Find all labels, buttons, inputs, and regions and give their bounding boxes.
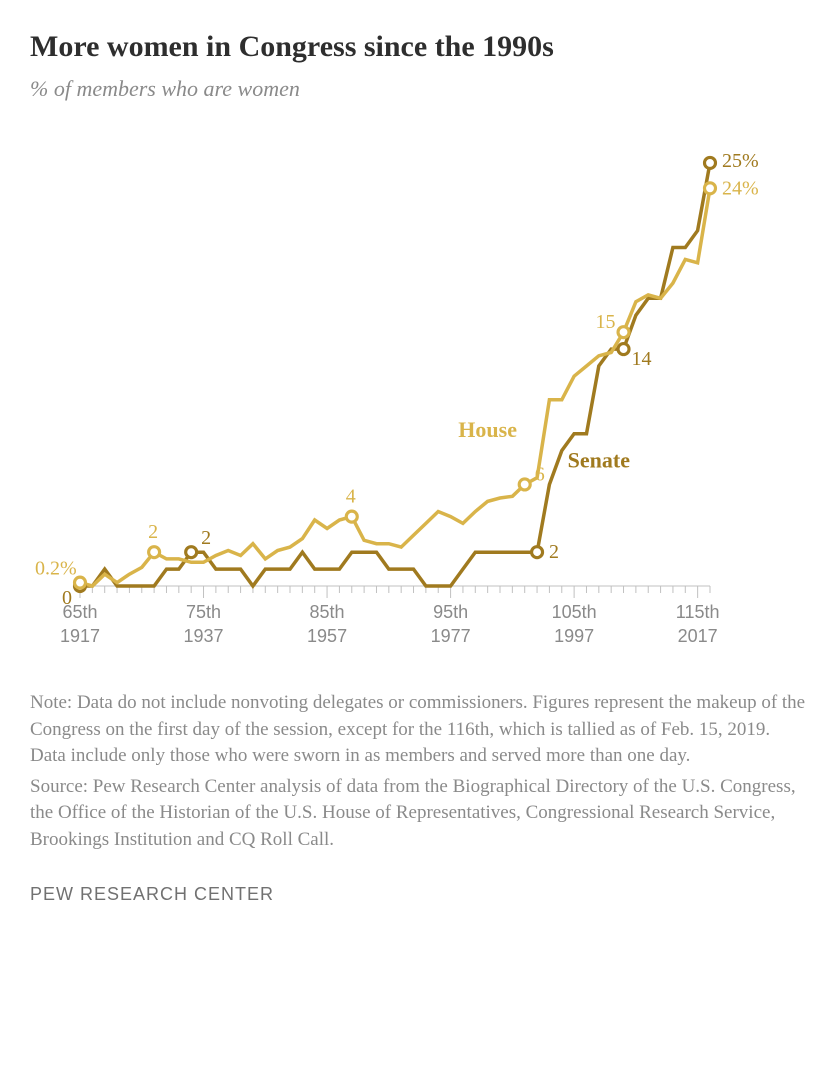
svg-text:1937: 1937 bbox=[184, 626, 224, 646]
data-label: 0.2% bbox=[35, 558, 77, 580]
chart-container: More women in Congress since the 1990s %… bbox=[0, 0, 840, 925]
data-marker bbox=[519, 479, 530, 490]
chart-subtitle: % of members who are women bbox=[30, 76, 810, 102]
svg-text:75th: 75th bbox=[186, 602, 221, 622]
data-label: 25% bbox=[722, 150, 759, 172]
svg-text:1997: 1997 bbox=[554, 626, 594, 646]
data-marker bbox=[705, 157, 716, 168]
data-marker bbox=[532, 547, 543, 558]
data-label: 2 bbox=[148, 521, 158, 543]
series-label-senate: Senate bbox=[568, 448, 631, 473]
data-label: 24% bbox=[722, 177, 759, 199]
data-marker bbox=[705, 183, 716, 194]
data-label: 6 bbox=[535, 463, 545, 485]
series-label-house: House bbox=[458, 417, 517, 442]
data-marker bbox=[346, 511, 357, 522]
svg-text:1957: 1957 bbox=[307, 626, 347, 646]
data-marker bbox=[186, 547, 197, 558]
data-marker bbox=[618, 344, 629, 355]
svg-text:105th: 105th bbox=[552, 602, 597, 622]
data-label: 14 bbox=[632, 348, 652, 370]
chart-note: Note: Data do not include nonvoting dele… bbox=[30, 690, 810, 770]
svg-text:2017: 2017 bbox=[678, 626, 718, 646]
chart-title: More women in Congress since the 1990s bbox=[30, 30, 810, 64]
data-label: 15 bbox=[596, 311, 616, 333]
data-label: 4 bbox=[346, 486, 356, 508]
series-line-house bbox=[80, 188, 710, 586]
data-label: 2 bbox=[201, 527, 211, 549]
chart-plot-area: 65th191775th193785th195795th1977105th199… bbox=[30, 126, 810, 666]
chart-footer: PEW RESEARCH CENTER bbox=[30, 884, 810, 905]
data-marker bbox=[149, 547, 160, 558]
data-label: 0 bbox=[62, 587, 72, 609]
svg-text:85th: 85th bbox=[310, 602, 345, 622]
data-label: 2 bbox=[549, 541, 559, 563]
svg-text:115th: 115th bbox=[676, 602, 720, 622]
chart-source: Source: Pew Research Center analysis of … bbox=[30, 774, 810, 854]
svg-text:1917: 1917 bbox=[60, 626, 100, 646]
svg-text:1977: 1977 bbox=[431, 626, 471, 646]
series-line-senate bbox=[80, 163, 710, 586]
data-marker bbox=[618, 327, 629, 338]
svg-text:95th: 95th bbox=[433, 602, 468, 622]
chart-svg: 65th191775th193785th195795th1977105th199… bbox=[30, 126, 810, 666]
